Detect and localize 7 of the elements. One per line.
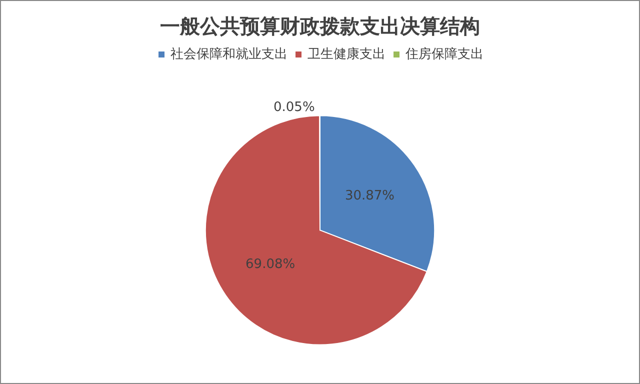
data-label: 69.08% <box>246 256 296 272</box>
data-label: 0.05% <box>273 100 315 116</box>
data-label: 30.87% <box>344 188 395 204</box>
legend-label: 社会保障和就业支出 <box>170 47 288 62</box>
chart-title: 一般公共预算财政拨款支出决算结构 <box>160 14 480 38</box>
legend-label: 卫生健康支出 <box>308 47 386 62</box>
legend-label: 住房保障支出 <box>404 46 484 62</box>
